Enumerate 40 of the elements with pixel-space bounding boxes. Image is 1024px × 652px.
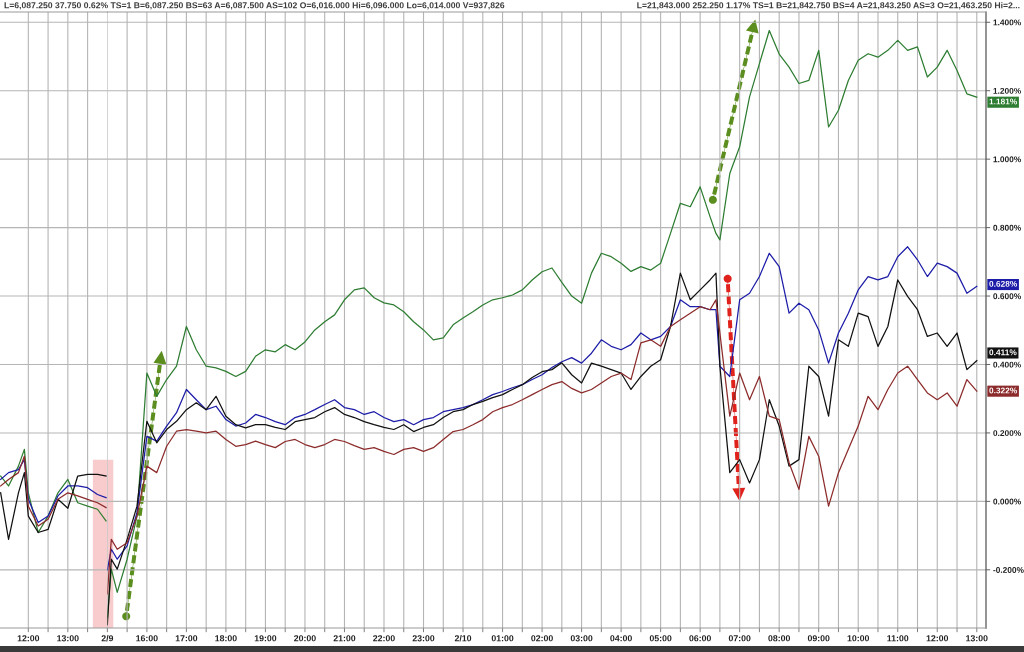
- x-tick-label: 20:00: [294, 635, 316, 642]
- x-tick-label: 06:00: [689, 635, 711, 642]
- y-tick-label: 0.200%: [993, 430, 1021, 437]
- y-tick-label: 1.000%: [993, 156, 1021, 163]
- x-tick-label: 02:00: [531, 635, 553, 642]
- x-tick-label: 16:00: [136, 635, 158, 642]
- x-tick-label: 03:00: [570, 635, 593, 642]
- x-tick-label: 13:00: [57, 635, 79, 642]
- data-label: 0.322%: [989, 387, 1018, 394]
- y-tick-label: 0.400%: [993, 361, 1021, 368]
- y-tick-label: 0.000%: [993, 498, 1021, 505]
- x-tick-label: 2/10: [454, 634, 472, 642]
- x-tick-label: 05:00: [649, 635, 672, 642]
- x-tick-label: 04:00: [610, 635, 632, 642]
- y-tick-label: 1.200%: [993, 87, 1021, 94]
- y-tick-label: 0.600%: [993, 293, 1021, 300]
- x-tick-label: 07:00: [728, 635, 751, 642]
- x-tick-label: 09:00: [807, 635, 830, 642]
- x-tick-label: 17:00: [175, 635, 198, 642]
- data-label: 0.411%: [989, 349, 1017, 356]
- x-tick-label: 12:00: [926, 635, 949, 642]
- text: L=6,087.250 37.750 0.62% TS=1 B=6,087.250 BS=63 A=6,087.500 AS=102 O=6,016.000 Hi=6,096.000 Lo=6,014.000 V=937,826: [4, 1, 505, 10]
- x-tick-label: 18:00: [215, 635, 237, 642]
- x-tick-label: 23:00: [412, 635, 435, 642]
- data-label: 1.181%: [989, 98, 1018, 105]
- data-label: 0.628%: [989, 280, 1018, 287]
- x-tick-label: 13:00: [966, 635, 988, 642]
- x-tick-label: 10:00: [847, 635, 870, 642]
- x-tick-label: 19:00: [254, 635, 277, 642]
- text: L=21,843.000 252.250 1.17% TS=1 B=21,842.750 BS=4 A=21,843.250 AS=3 O=21,463.250 Hi=2...: [637, 1, 1020, 10]
- x-tick-label: 21:00: [333, 635, 356, 642]
- y-tick-label: 0.800%: [993, 224, 1021, 231]
- x-tick-label: 22:00: [373, 635, 395, 642]
- x-tick-label: 2/9: [101, 634, 114, 642]
- y-tick-label: -0.200%: [993, 567, 1024, 573]
- x-tick-label: 11:00: [887, 635, 909, 642]
- x-tick-label: 12:00: [17, 635, 40, 642]
- x-tick-label: 01:00: [491, 635, 514, 642]
- x-tick-label: 08:00: [768, 635, 791, 642]
- y-tick-label: 1.400%: [993, 19, 1021, 26]
